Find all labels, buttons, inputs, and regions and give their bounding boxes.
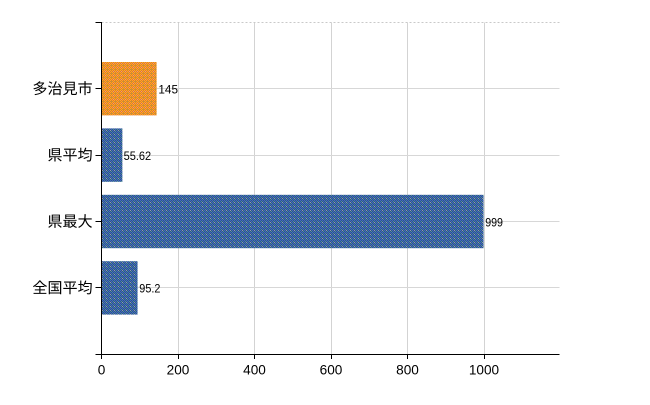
svg-text:800: 800 xyxy=(396,362,419,377)
svg-text:55.62: 55.62 xyxy=(124,149,152,163)
svg-text:145: 145 xyxy=(158,83,178,97)
svg-text:600: 600 xyxy=(320,362,343,377)
svg-text:400: 400 xyxy=(243,362,266,377)
svg-text:95.2: 95.2 xyxy=(139,282,160,296)
svg-text:999: 999 xyxy=(485,215,503,229)
svg-text:0: 0 xyxy=(98,362,106,377)
svg-text:1000: 1000 xyxy=(469,362,500,377)
svg-text:200: 200 xyxy=(167,362,190,377)
